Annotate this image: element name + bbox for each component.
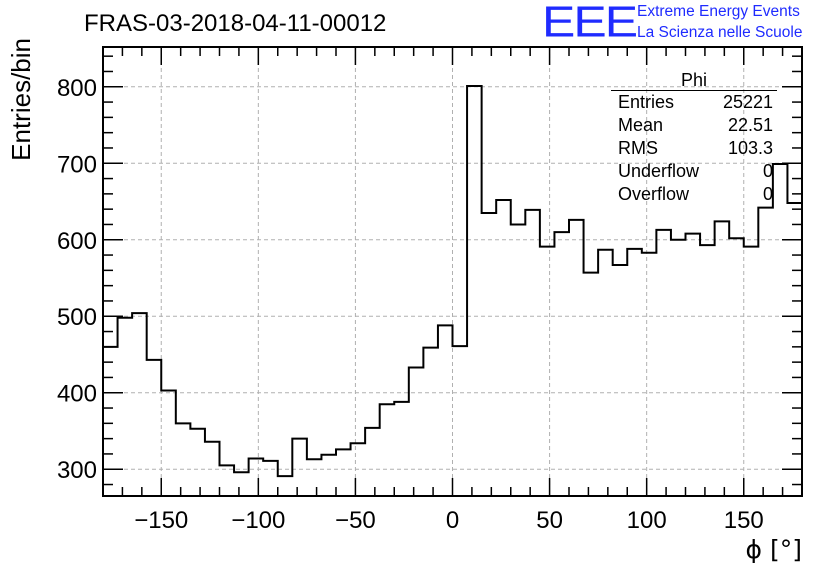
- stats-row-entries: Entries 25221: [611, 91, 777, 114]
- stats-label: Mean: [618, 115, 664, 135]
- stats-label: RMS: [618, 138, 658, 158]
- y-tick-label: 400: [57, 381, 97, 408]
- x-tick-label: −150: [134, 507, 188, 534]
- axis-tick-labels: −150 −100 −50 0 50 100 150 300 400 500 600 700 800: [57, 75, 764, 534]
- y-axis-label: Entries/bin: [6, 38, 36, 161]
- x-tick-label: 150: [724, 507, 764, 534]
- stats-value: 22.51: [727, 115, 773, 135]
- stats-value: 0: [762, 184, 773, 204]
- run-title: FRAS-03-2018-04-11-00012: [84, 10, 387, 37]
- x-tick-label: 0: [446, 507, 459, 534]
- y-tick-label: 800: [57, 75, 97, 102]
- y-tick-label: 600: [57, 228, 97, 255]
- histogram-series-phi: [103, 85, 803, 478]
- y-tick-label: 700: [57, 151, 97, 178]
- axis-ticks: [102, 47, 803, 496]
- x-tick-label: 50: [536, 507, 563, 534]
- x-axis-label: ϕ [°]: [746, 535, 802, 564]
- x-tick-label: 100: [627, 507, 667, 534]
- stats-box: Phi Entries 25221 Mean 22.51 RMS 103.3 U…: [611, 70, 777, 206]
- stats-value: 103.3: [727, 138, 773, 158]
- x-tick-label: −50: [335, 507, 376, 534]
- logo-mark: EEE: [542, 0, 638, 47]
- stats-value: 25221: [722, 92, 773, 112]
- stats-row-overflow: Overflow 0: [611, 183, 777, 206]
- stats-row-underflow: Underflow 0: [611, 160, 777, 183]
- stats-title: Phi: [611, 70, 777, 91]
- logo-line-2: La Scienza nelle Scuole: [637, 24, 803, 41]
- logo-line-1: Extreme Energy Events: [637, 3, 800, 20]
- stats-row-rms: RMS 103.3: [611, 137, 777, 160]
- stats-label: Entries: [618, 92, 675, 112]
- y-tick-label: 300: [57, 457, 97, 484]
- stats-value: 0: [762, 161, 773, 181]
- stats-row-mean: Mean 22.51: [611, 114, 777, 137]
- stats-label: Underflow: [618, 161, 700, 181]
- x-tick-label: −100: [231, 507, 285, 534]
- stats-label: Overflow: [618, 184, 690, 204]
- y-tick-label: 500: [57, 304, 97, 331]
